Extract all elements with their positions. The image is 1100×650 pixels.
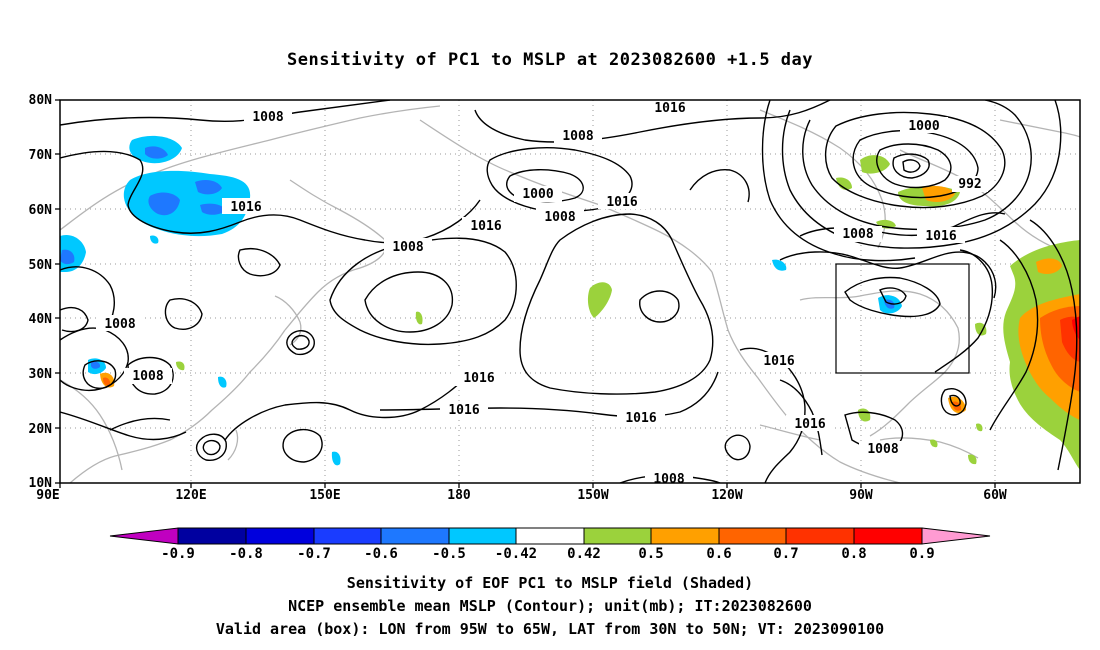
lat-label: 40N — [29, 312, 53, 327]
lon-label: 120W — [711, 488, 742, 503]
contour-label: 1008 — [252, 110, 283, 125]
colorbar-swatch-11 — [853, 527, 923, 545]
colorbar-swatch-0 — [109, 527, 179, 545]
contour-label: 1008 — [562, 129, 593, 144]
lat-label: 10N — [29, 476, 53, 491]
contour-labels: 1008 1016 1008 1000 1008 1016 1008 1016 … — [96, 100, 988, 487]
colorbar-labels: -0.9 -0.8 -0.7 -0.6 -0.5 -0.42 0.42 0.5 … — [161, 546, 935, 562]
lon-label: 180 — [447, 488, 471, 503]
colorbar-label: 0.8 — [841, 546, 866, 562]
lon-label: 120E — [175, 488, 206, 503]
contour-label: 1000 — [522, 187, 553, 202]
lon-label: 60W — [983, 488, 1007, 503]
tick-marks — [55, 99, 996, 488]
colorbar-swatch-6 — [515, 527, 585, 545]
coastlines — [60, 105, 1080, 483]
latitude-labels: 80N 70N 60N 50N 40N 30N 20N 10N — [29, 93, 53, 491]
contour-label: 1016 — [763, 354, 794, 369]
map-background — [60, 100, 1080, 483]
contour-label: 1016 — [606, 195, 637, 210]
contour-label: 1008 — [544, 210, 575, 225]
contour-label: 1016 — [448, 403, 479, 418]
colorbar — [109, 527, 991, 545]
colorbar-label: 0.6 — [706, 546, 731, 562]
lon-label: 90E — [36, 488, 59, 503]
contour-label: 1016 — [925, 229, 956, 244]
colorbar-label: -0.7 — [297, 546, 331, 562]
colorbar-label: -0.8 — [229, 546, 263, 562]
contour-label: 1016 — [470, 219, 501, 234]
contour-label: 1016 — [463, 371, 494, 386]
colorbar-label: 0.5 — [638, 546, 663, 562]
colorbar-swatch-9 — [718, 527, 787, 545]
valid-area-box — [835, 263, 970, 374]
colorbar-swatch-1 — [177, 527, 247, 545]
colorbar-label: 0.9 — [909, 546, 934, 562]
caption-shading: Sensitivity of EOF PC1 to MSLP field (Sh… — [346, 574, 754, 592]
contour-label: 1016 — [625, 411, 656, 426]
contour-label: 1008 — [132, 369, 163, 384]
colorbar-label: -0.9 — [161, 546, 195, 562]
lon-label: 150E — [309, 488, 340, 503]
contour-label: 1008 — [842, 227, 873, 242]
map-frame — [59, 99, 1081, 484]
colorbar-swatch-4 — [380, 527, 450, 545]
caption-contour: NCEP ensemble mean MSLP (Contour); unit(… — [288, 597, 812, 615]
contour-label: 992 — [958, 177, 981, 192]
lon-label: 90W — [849, 488, 873, 503]
contour-label: 1016 — [654, 101, 685, 116]
colorbar-swatch-7 — [583, 527, 652, 545]
colorbar-label: 0.42 — [567, 546, 601, 562]
lat-label: 80N — [29, 93, 53, 108]
contour-label: 1008 — [653, 472, 684, 487]
contour-label: 1016 — [230, 200, 261, 215]
lat-label: 50N — [29, 258, 53, 273]
colorbar-swatch-3 — [313, 527, 382, 545]
positive-shading — [100, 155, 1080, 470]
lat-label: 70N — [29, 148, 53, 163]
longitude-labels: 90E 120E 150E 180 150W 120W 90W 60W — [36, 488, 1007, 503]
colorbar-label: -0.6 — [364, 546, 398, 562]
contour-label: 1008 — [392, 240, 423, 255]
lat-label: 30N — [29, 367, 53, 382]
colorbar-swatch-8 — [650, 527, 720, 545]
colorbar-label: 0.7 — [773, 546, 798, 562]
colorbar-swatch-2 — [245, 527, 315, 545]
colorbar-swatch-12 — [921, 527, 991, 545]
colorbar-swatch-10 — [785, 527, 855, 545]
lat-label: 20N — [29, 422, 53, 437]
negative-shading — [60, 135, 902, 466]
contour-label: 1008 — [867, 442, 898, 457]
colorbar-label: -0.42 — [495, 546, 537, 562]
lat-label: 60N — [29, 203, 53, 218]
contour-label: 1000 — [908, 119, 939, 134]
caption-valid-area: Valid area (box): LON from 95W to 65W, L… — [215, 620, 885, 638]
colorbar-label: -0.5 — [432, 546, 466, 562]
contour-label: 1008 — [104, 317, 135, 332]
colorbar-swatch-5 — [448, 527, 517, 545]
lon-label: 150W — [577, 488, 608, 503]
contour-label: 1016 — [794, 417, 825, 432]
chart-title: Sensitivity of PC1 to MSLP at 2023082600… — [286, 50, 813, 70]
